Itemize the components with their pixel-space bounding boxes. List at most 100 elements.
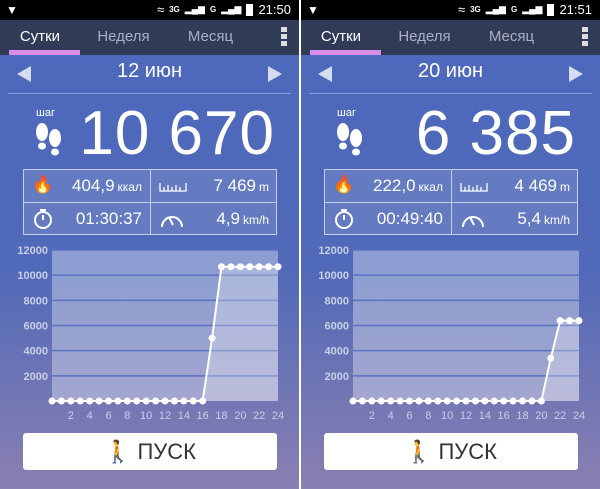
battery-icon	[547, 3, 555, 16]
clock: 21:50	[258, 2, 291, 17]
tab-month[interactable]: Месяц	[488, 28, 535, 45]
area-fill	[541, 320, 579, 401]
y-tick-label: 8000	[24, 295, 48, 307]
fire-icon: 🔥	[333, 175, 355, 194]
stats-grid: 🔥 222,0 ккал 4 469 m 00:49:40 5,4 km/h	[324, 169, 578, 235]
phone-screen: ▼ ≈ 3G ▂▄▆ G ▂▄▆ 21:51 Сутки Неделя Меся…	[301, 0, 600, 489]
data-point	[519, 397, 526, 405]
signal-icon: ▂▄▆	[184, 4, 205, 14]
distance-unit: m	[259, 180, 269, 194]
distance-value: 7 469	[213, 176, 256, 195]
y-tick-label: 8000	[325, 295, 349, 307]
x-tick-label: 2	[68, 410, 74, 422]
data-point	[76, 397, 84, 405]
footprints-icon	[36, 123, 61, 156]
duration-cell: 01:30:37	[24, 203, 150, 235]
data-point	[95, 397, 103, 405]
data-point	[199, 397, 207, 405]
data-point	[180, 397, 188, 405]
data-point	[377, 397, 385, 405]
data-point	[453, 397, 461, 405]
notification-icon: ▼	[6, 3, 18, 17]
calories-unit: ккал	[418, 180, 443, 194]
x-tick-label: 24	[573, 410, 585, 422]
tab-month[interactable]: Месяц	[187, 28, 234, 45]
start-label: ПУСК	[137, 438, 196, 464]
ruler-icon	[460, 183, 488, 192]
previous-day-button[interactable]	[318, 66, 332, 82]
network-type: 3G	[470, 5, 481, 14]
next-day-button[interactable]	[569, 66, 583, 82]
data-point	[236, 263, 244, 271]
data-point	[189, 397, 197, 405]
notification-icon: ▼	[307, 3, 319, 17]
data-point	[500, 397, 508, 405]
stopwatch-icon	[335, 209, 353, 229]
data-point	[161, 397, 169, 405]
data-point	[133, 397, 141, 405]
status-bar: ▼ ≈ 3G ▂▄▆ G ▂▄▆ 21:50	[0, 0, 299, 20]
overflow-menu-icon[interactable]	[281, 27, 287, 48]
x-tick-label: 6	[105, 410, 111, 422]
speed-cell: 5,4 km/h	[452, 203, 578, 235]
area-fill	[202, 266, 278, 401]
y-tick-label: 10000	[17, 270, 48, 282]
tab-day[interactable]: Сутки	[301, 20, 381, 55]
data-point	[57, 397, 65, 405]
data-point	[48, 397, 56, 405]
tab-day[interactable]: Сутки	[0, 20, 80, 55]
previous-day-button[interactable]	[17, 66, 31, 82]
data-point	[434, 397, 442, 405]
x-tick-label: 12	[159, 410, 171, 422]
data-point	[443, 397, 451, 405]
y-tick-label: 4000	[325, 346, 349, 358]
steps-label: шаг	[337, 107, 356, 119]
start-label: ПУСК	[438, 438, 497, 464]
start-button[interactable]: 🚶 ПУСК	[23, 433, 277, 470]
overflow-menu-icon[interactable]	[582, 27, 588, 48]
x-tick-label: 2	[369, 410, 375, 422]
data-point	[86, 397, 94, 405]
data-point	[358, 397, 366, 405]
tab-week[interactable]: Неделя	[398, 28, 451, 45]
date-label: 12 июн	[116, 60, 183, 82]
y-tick-label: 12000	[17, 245, 48, 257]
calories-value: 222,0	[373, 176, 416, 195]
data-point	[152, 397, 160, 405]
x-tick-label: 22	[253, 410, 265, 422]
divider	[309, 93, 592, 94]
calories-cell: 🔥 404,9 ккал	[24, 170, 150, 202]
x-tick-label: 10	[140, 410, 152, 422]
network-type: 3G	[169, 5, 180, 14]
data-point	[566, 317, 574, 325]
date-label: 20 июн	[417, 60, 484, 82]
data-point	[471, 397, 479, 405]
x-tick-label: 6	[406, 410, 412, 422]
duration-value: 01:30:37	[75, 209, 142, 228]
next-day-button[interactable]	[268, 66, 282, 82]
data-point	[142, 397, 150, 405]
start-button[interactable]: 🚶 ПУСК	[324, 433, 578, 470]
data-point	[218, 263, 225, 271]
data-point	[105, 397, 112, 405]
clock: 21:51	[559, 2, 592, 17]
distance-cell: 4 469 m	[452, 170, 578, 202]
speed-unit: km/h	[543, 213, 570, 227]
data-point	[265, 263, 273, 271]
x-tick-label: 12	[460, 410, 472, 422]
data-point	[274, 263, 282, 271]
x-tick-label: 16	[498, 410, 510, 422]
data-point	[123, 397, 131, 405]
tab-week[interactable]: Неделя	[97, 28, 150, 45]
x-tick-label: 20	[234, 410, 246, 422]
y-tick-label: 4000	[24, 346, 48, 358]
y-tick-label: 12000	[318, 245, 349, 257]
stopwatch-icon	[34, 209, 52, 229]
x-tick-label: 4	[388, 410, 394, 422]
footprints-icon	[337, 123, 362, 156]
x-tick-label: 18	[215, 410, 227, 422]
distance-cell: 7 469 m	[151, 170, 277, 202]
speed-value: 4,9	[216, 209, 240, 228]
wifi-icon: ≈	[457, 2, 466, 17]
